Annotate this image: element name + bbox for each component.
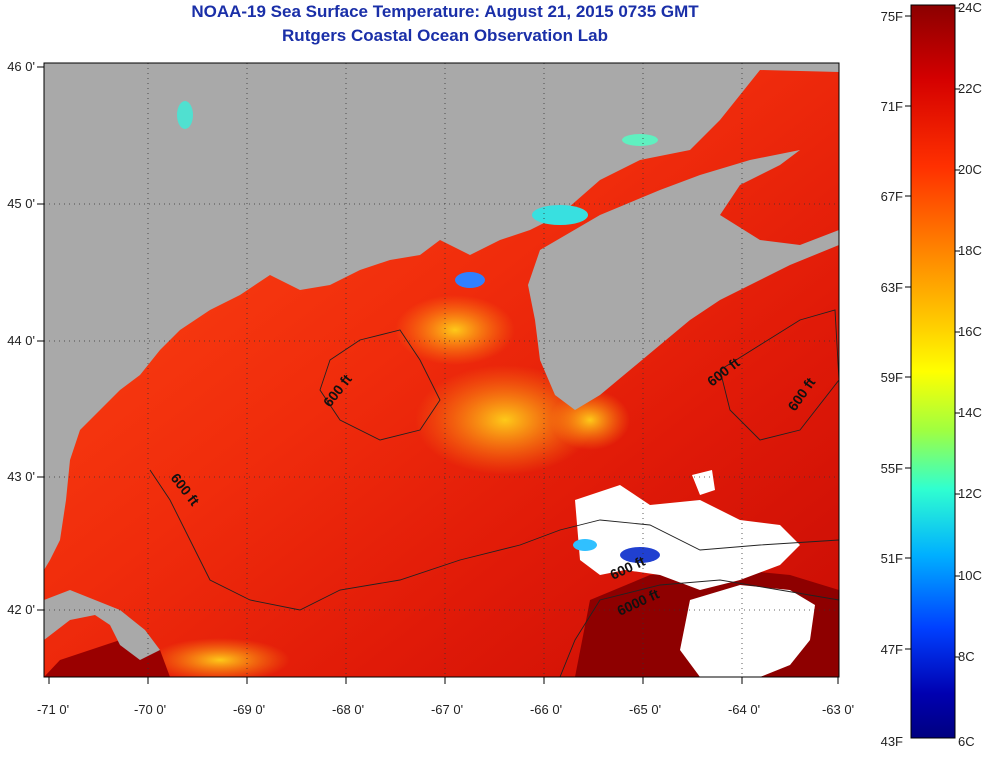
f-label: 59F [881,370,903,385]
warm-patch [150,638,290,677]
c-label: 16C [958,324,982,339]
f-label: 75F [881,9,903,24]
colorbar-ticks [905,7,960,658]
cold-spots [177,101,660,563]
lon-label: -64 0' [728,702,760,717]
f-label: 55F [881,461,903,476]
map-frame [43,62,840,678]
c-label: 8C [958,649,975,664]
cloud-area [680,585,815,677]
warm-patch [395,295,515,365]
lon-label: -68 0' [332,702,364,717]
colorbar-gradient [910,4,956,739]
celsius-labels: 24C 22C 20C 18C 16C 14C 12C 10C 8C 6C [958,0,982,749]
land-mainland [44,63,839,570]
depth-contours [149,309,839,677]
cloud-area [575,485,800,590]
fahrenheit-labels: 75F 71F 67F 63F 59F 55F 51F 47F 43F [881,9,903,749]
f-label: 51F [881,551,903,566]
c-label: 24C [958,0,982,15]
f-label: 47F [881,642,903,657]
land-nova-scotia [528,150,839,410]
c-label: 18C [958,243,982,258]
lon-label: -69 0' [233,702,265,717]
longitude-labels: -71 0' -70 0' -69 0' -68 0' -67 0' -66 0… [37,702,854,717]
colorbar: 75F 71F 67F 63F 59F 55F 51F 47F 43F 24C … [881,0,982,749]
lon-label: -65 0' [629,702,661,717]
lat-label: 44 0' [7,333,35,348]
lat-label: 43 0' [7,469,35,484]
lat-label: 46 0' [7,59,35,74]
land-cape-cod [44,590,160,660]
c-label: 20C [958,162,982,177]
latitude-labels: 46 0' 45 0' 44 0' 43 0' 42 0' [7,59,35,617]
map-title: NOAA-19 Sea Surface Temperature: August … [191,2,699,21]
f-label: 43F [881,734,903,749]
f-label: 63F [881,280,903,295]
c-label: 22C [958,81,982,96]
lat-label: 45 0' [7,196,35,211]
f-label: 67F [881,189,903,204]
lon-label: -67 0' [431,702,463,717]
lon-label: -70 0' [134,702,166,717]
f-label: 71F [881,99,903,114]
c-label: 6C [958,734,975,749]
cloud-area [692,470,715,495]
c-label: 10C [958,568,982,583]
warm-patch [415,365,595,475]
axis-ticks [37,66,839,684]
map-panel: 600 ft 600 ft 600 ft 600 ft 600 ft 6000 … [44,63,839,677]
c-label: 12C [958,486,982,501]
lat-label: 42 0' [7,602,35,617]
lon-label: -71 0' [37,702,69,717]
lon-label: -63 0' [822,702,854,717]
lon-label: -66 0' [530,702,562,717]
map-subtitle: Rutgers Coastal Ocean Observation Lab [282,26,608,45]
c-label: 14C [958,405,982,420]
